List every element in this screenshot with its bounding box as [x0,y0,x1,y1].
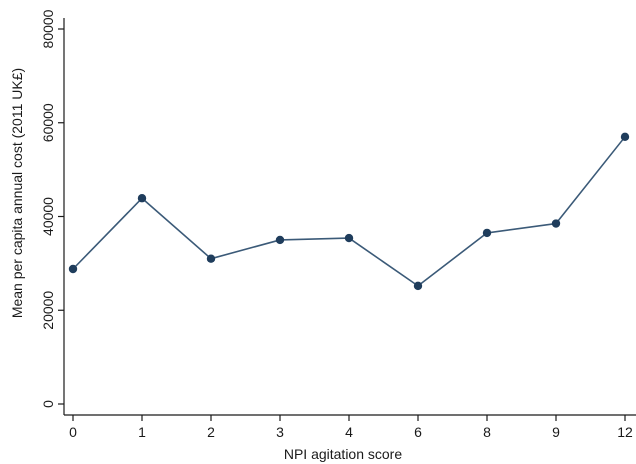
x-tick-label: 1 [138,424,146,440]
x-tick-label: 6 [414,424,422,440]
x-axis-ticks: 0 1 2 3 4 6 8 9 12 [69,415,633,440]
x-tick-label: 2 [207,424,215,440]
x-tick-label: 9 [552,424,560,440]
y-axis-title: Mean per capita annual cost (2011 UK£) [9,68,25,318]
y-axis-ticks: 0 20000 40000 60000 80000 [40,9,64,408]
y-tick-label: 40000 [40,197,56,236]
series-group [68,132,630,291]
data-point [344,233,354,243]
x-tick-label: 4 [345,424,353,440]
x-axis-title: NPI agitation score [284,446,402,462]
data-point [68,264,78,274]
x-tick-label: 3 [276,424,284,440]
x-tick-label: 0 [69,424,77,440]
y-tick-label: 0 [40,400,56,408]
y-tick-label: 80000 [40,9,56,48]
x-tick-label: 12 [617,424,633,440]
y-tick-label: 60000 [40,103,56,142]
data-point [275,235,285,245]
data-point [482,228,492,238]
data-point [620,132,630,142]
data-point [413,281,423,291]
data-point [206,254,216,263]
data-point [551,219,561,228]
x-tick-label: 8 [483,424,491,440]
y-tick-label: 20000 [40,291,56,330]
data-point [137,194,147,203]
